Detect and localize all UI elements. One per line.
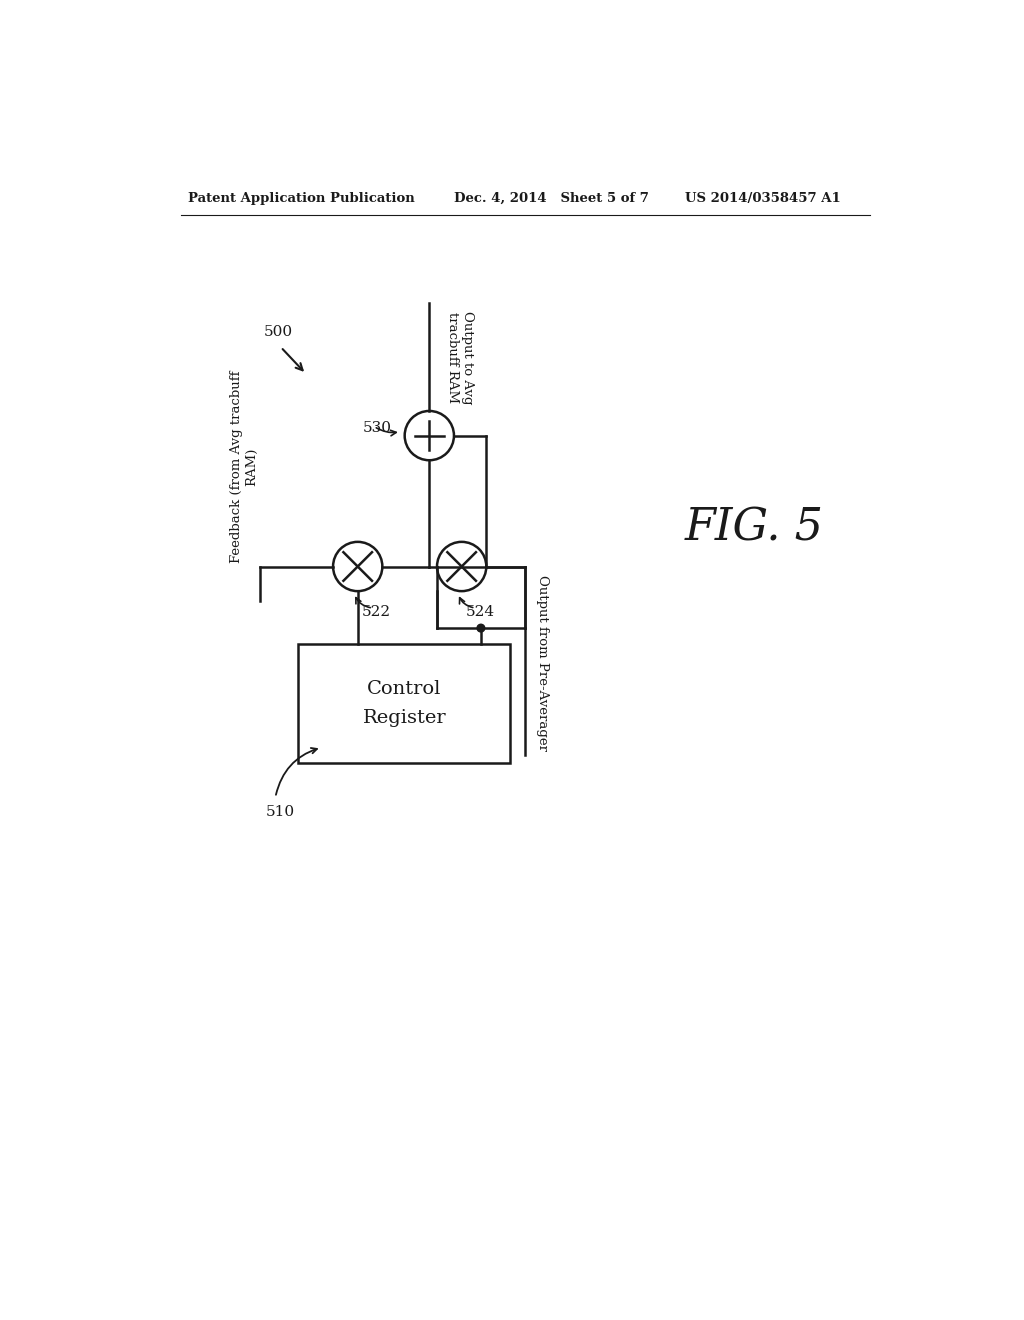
Bar [298, 644, 510, 763]
Text: US 2014/0358457 A1: US 2014/0358457 A1 [685, 191, 841, 205]
Text: Feedback (from Avg tracbuff
RAM): Feedback (from Avg tracbuff RAM) [229, 370, 258, 562]
Circle shape [477, 624, 484, 632]
Text: 500: 500 [264, 325, 293, 339]
Text: Patent Application Publication: Patent Application Publication [188, 191, 415, 205]
Text: Output to Avg
tracbuff RAM: Output to Avg tracbuff RAM [446, 312, 474, 404]
Text: Dec. 4, 2014   Sheet 5 of 7: Dec. 4, 2014 Sheet 5 of 7 [454, 191, 649, 205]
Text: Control
Register: Control Register [362, 680, 446, 727]
Text: 522: 522 [361, 605, 391, 619]
Text: 530: 530 [362, 421, 391, 434]
Text: 524: 524 [466, 605, 495, 619]
Text: Output from Pre-Averager: Output from Pre-Averager [537, 574, 549, 751]
Text: FIG. 5: FIG. 5 [685, 507, 824, 549]
Text: 510: 510 [266, 805, 295, 820]
